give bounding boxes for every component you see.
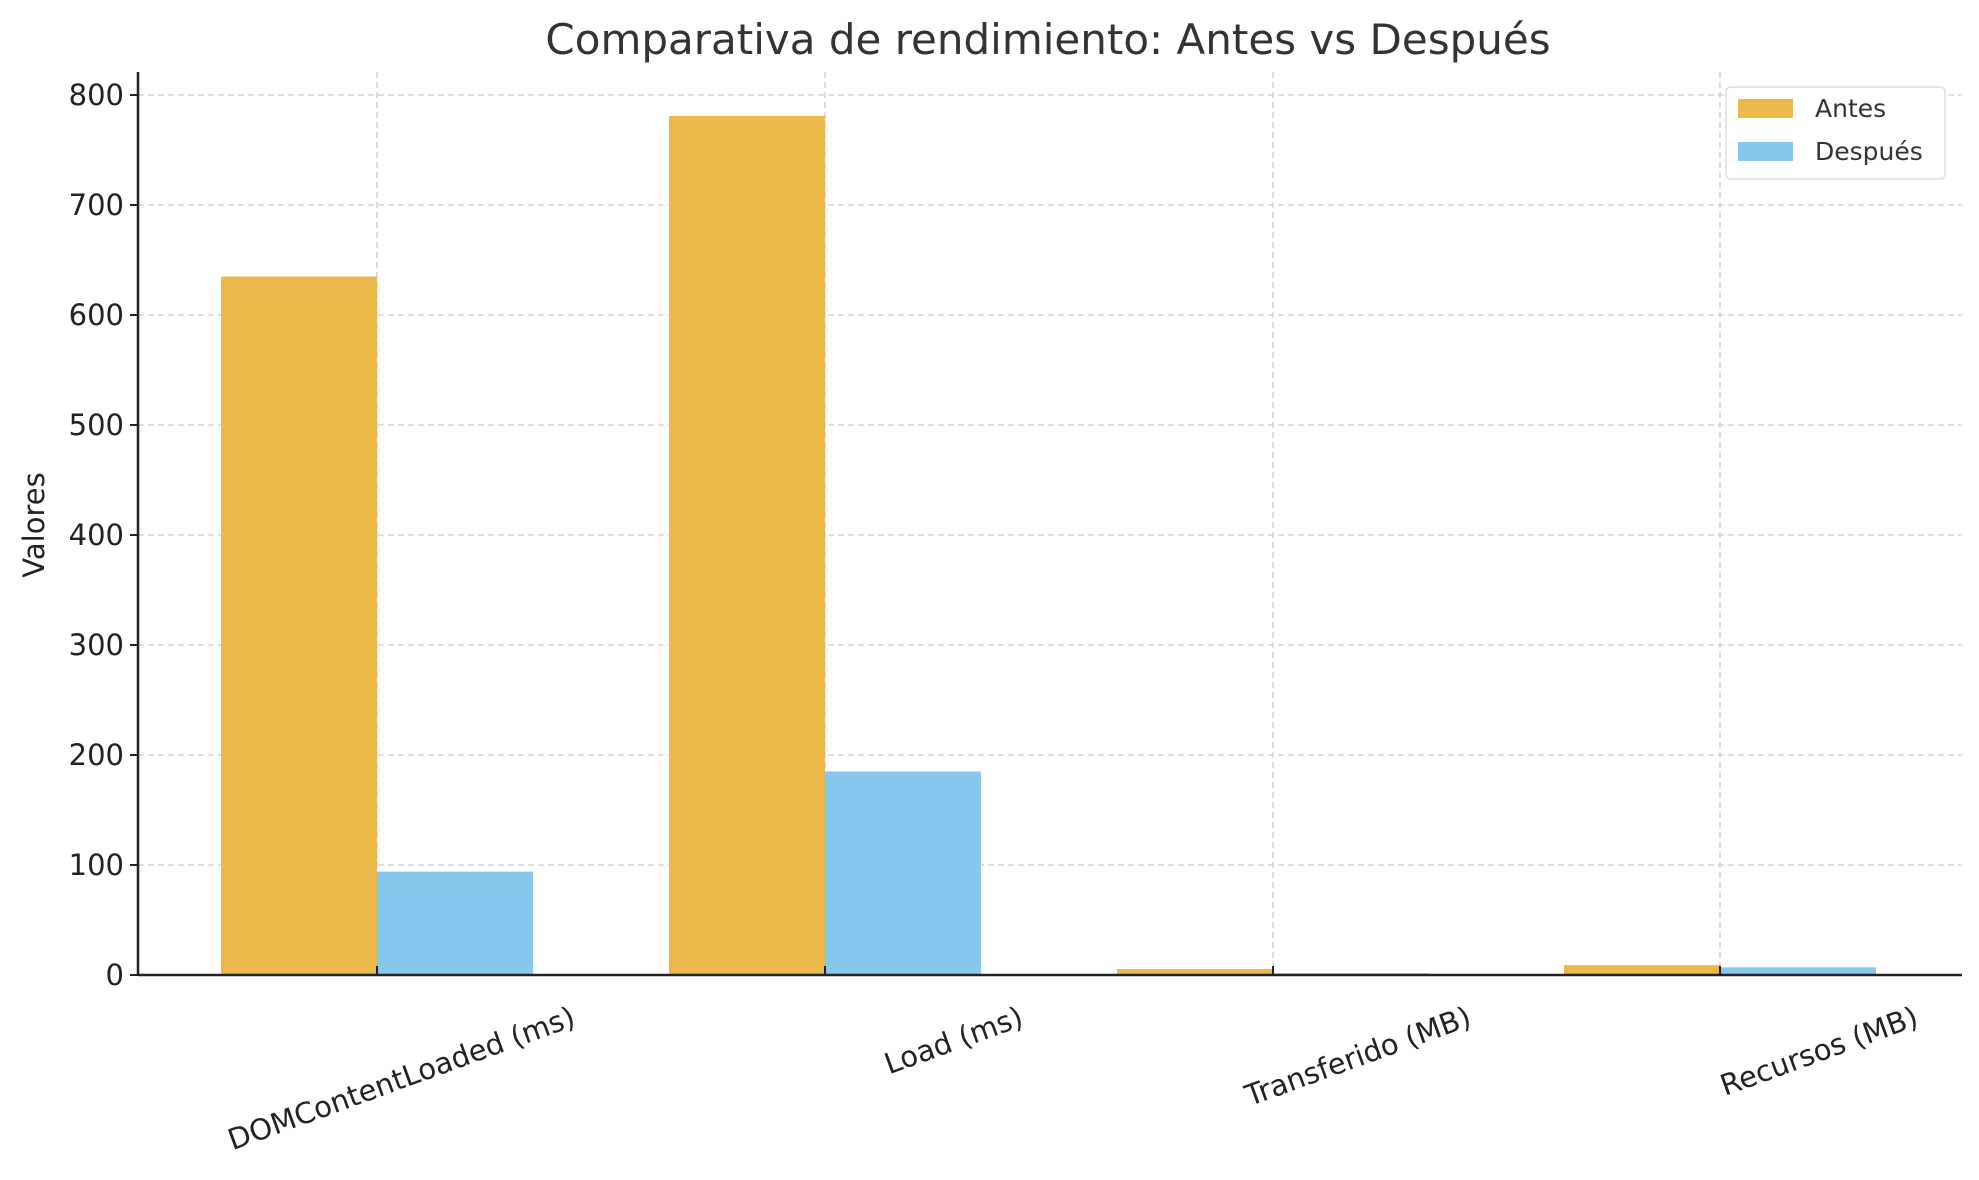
bar-antes-2 — [1117, 968, 1273, 975]
y-tick-label: 100 — [69, 848, 124, 882]
legend: Antes Después — [1725, 86, 1946, 180]
y-axis-label: Valores — [17, 472, 51, 577]
y-tick-label: 600 — [69, 298, 124, 332]
bar-antes-0 — [221, 276, 377, 975]
y-tick-label: 500 — [69, 408, 124, 442]
legend-swatch — [1738, 142, 1793, 161]
y-tick-label: 300 — [69, 628, 124, 662]
legend-label: Antes — [1815, 94, 1886, 123]
x-tick-label: Load (ms) — [880, 1000, 1028, 1081]
x-tick-label: DOMContentLoaded (ms) — [223, 1000, 579, 1157]
bar-antes-3 — [1564, 965, 1720, 975]
x-tick-label: Recursos (MB) — [1716, 1000, 1923, 1103]
y-tick-label: 800 — [69, 78, 124, 112]
legend-label: Después — [1815, 137, 1923, 166]
y-tick-label: 200 — [69, 738, 124, 772]
y-tick-label: 0 — [106, 958, 124, 992]
chart-title: Comparativa de rendimiento: Antes vs Des… — [545, 15, 1550, 64]
bar-despus-1 — [825, 771, 981, 975]
x-tick-label: Transferido (MB) — [1240, 1000, 1476, 1114]
y-tick-label: 400 — [69, 518, 124, 552]
bar-despus-0 — [377, 871, 533, 975]
legend-swatch — [1738, 99, 1793, 118]
bar-antes-1 — [669, 115, 825, 975]
bar-despus-3 — [1720, 967, 1876, 975]
y-tick-label: 700 — [69, 188, 124, 222]
